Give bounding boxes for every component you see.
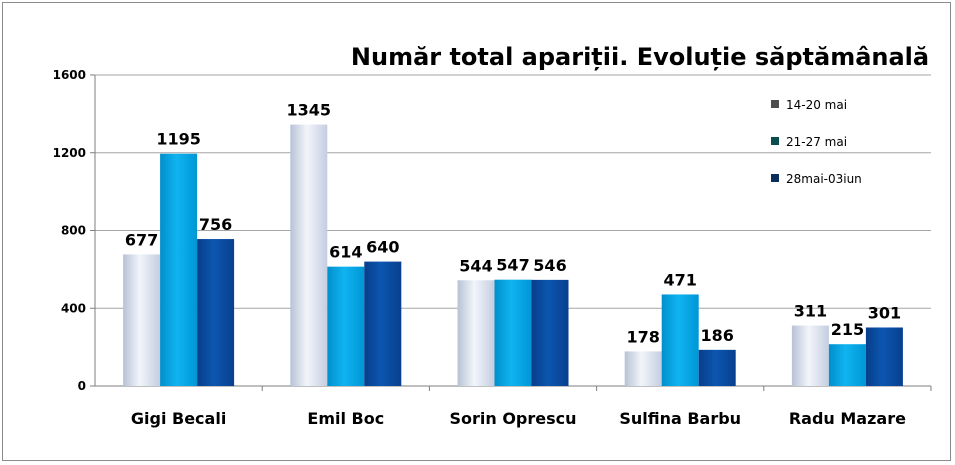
bar <box>791 325 829 386</box>
data-label: 544 <box>459 256 492 275</box>
x-category-label: Sorin Oprescu <box>449 409 576 428</box>
legend-swatch <box>771 100 779 108</box>
y-tick-label: 1600 <box>53 68 86 82</box>
data-label: 301 <box>868 303 901 322</box>
data-label: 547 <box>496 256 529 275</box>
chart-canvas: Număr total apariții. Evoluție săptămâna… <box>53 43 932 428</box>
data-labels: 677 1195 756 1345 614 640 544 547 546 178 471 186 31… <box>125 101 901 347</box>
data-label: 614 <box>329 243 362 262</box>
legend-swatch <box>771 174 779 182</box>
chart-title: Număr total apariții. Evoluție săptămâna… <box>351 43 929 71</box>
data-label: 1345 <box>287 101 332 120</box>
data-label: 677 <box>125 230 158 249</box>
bar <box>123 254 161 386</box>
bar <box>494 279 532 386</box>
bar <box>364 261 402 386</box>
x-category-label: Sulfina Barbu <box>619 409 741 428</box>
bar <box>661 294 699 386</box>
bar <box>290 124 328 387</box>
bar <box>828 344 866 386</box>
legend-label: 21-27 mai <box>786 135 847 149</box>
data-label: 471 <box>663 270 696 289</box>
bar <box>197 239 235 386</box>
bar <box>698 349 736 386</box>
data-label: 186 <box>700 326 733 345</box>
legend: 14-20 mai 21-27 mai 28mai-03iun <box>771 98 862 186</box>
bar <box>457 280 495 386</box>
y-tick-label: 0 <box>78 379 86 393</box>
legend-swatch <box>771 137 779 145</box>
data-label: 215 <box>831 320 864 339</box>
bars <box>123 124 903 387</box>
data-label: 640 <box>366 238 399 257</box>
legend-label: 14-20 mai <box>786 98 847 112</box>
legend-label: 28mai-03iun <box>786 172 862 186</box>
bar <box>327 266 365 386</box>
data-label: 178 <box>626 327 659 346</box>
bar <box>160 153 198 386</box>
data-label: 311 <box>794 302 827 321</box>
bar <box>865 327 903 386</box>
y-tick-label: 400 <box>61 301 86 315</box>
bar <box>531 279 569 386</box>
data-label: 756 <box>199 215 232 234</box>
x-category-label: Emil Boc <box>307 409 384 428</box>
x-category-label: Gigi Becali <box>131 409 226 428</box>
y-tick-label: 1200 <box>53 146 86 160</box>
data-label: 1195 <box>156 130 201 149</box>
y-tick-label: 800 <box>61 224 86 238</box>
data-label: 546 <box>533 256 566 275</box>
bar <box>624 351 662 386</box>
x-category-label: Radu Mazare <box>789 409 906 428</box>
